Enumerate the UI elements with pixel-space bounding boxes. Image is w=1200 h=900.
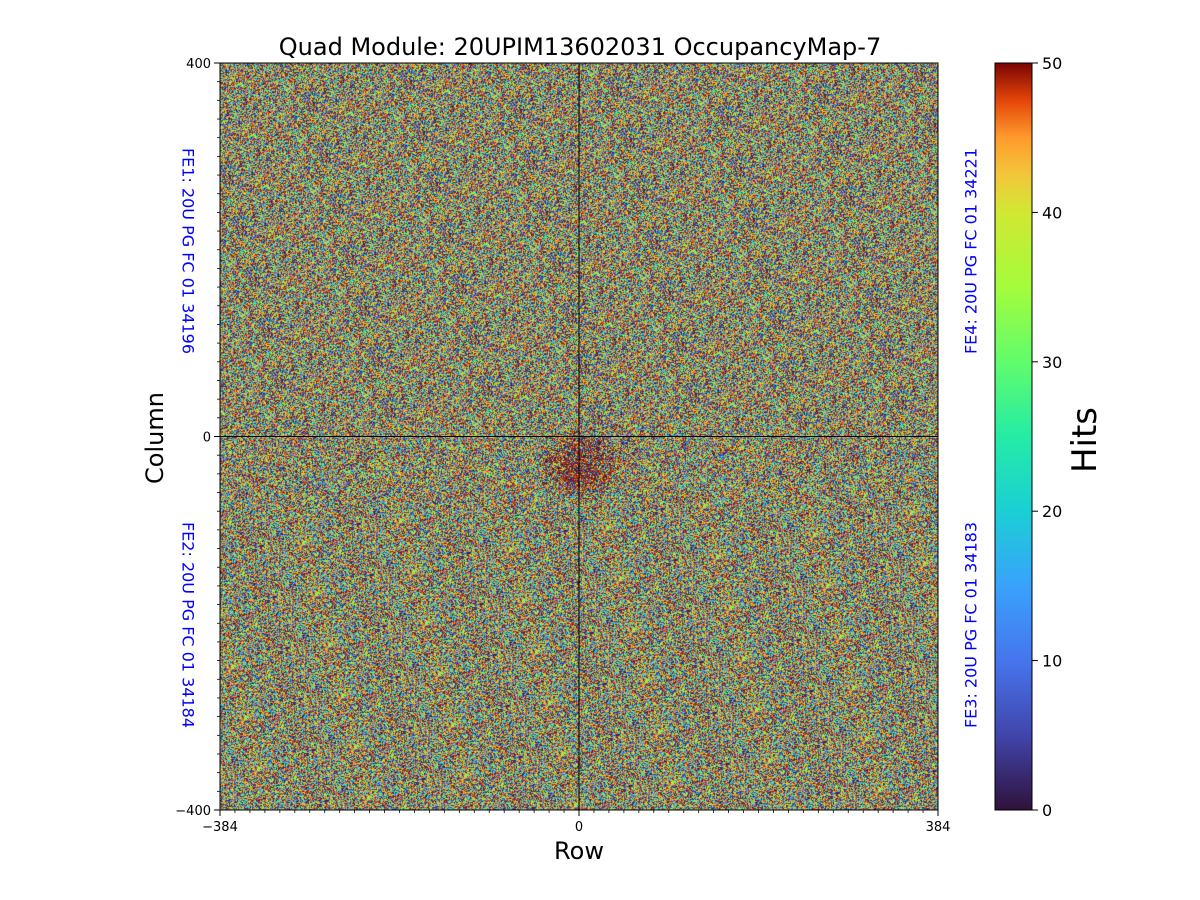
colorbar-ticks: 0 10 20 30 40 50: [1032, 54, 1062, 820]
colorbar-label: Hits: [1065, 407, 1105, 473]
quadrant-dividers: [220, 63, 938, 810]
colorbar-tick-label: 0: [1042, 801, 1052, 820]
colorbar-tick-label: 40: [1042, 203, 1062, 222]
minor-ticks: [217, 62, 939, 813]
x-axis-ticks: −384 0 384: [202, 810, 950, 835]
y-tick-label: 400: [186, 57, 211, 72]
colorbar-gradient: [995, 63, 1032, 810]
colorbar-frame: [994, 62, 1033, 811]
x-tick-label: 384: [926, 820, 951, 835]
chip-label-fe3: FE3: 20U PG FC 01 34183: [962, 522, 981, 728]
colorbar: 0 10 20 30 40 50 Hits: [994, 54, 1105, 820]
y-axis-label: Column: [141, 392, 169, 484]
heatmap-plot: [219, 62, 939, 811]
colorbar-tick-label: 10: [1042, 652, 1062, 671]
y-axis-ticks: 400 0 −400: [175, 57, 220, 819]
chip-label-fe4: FE4: 20U PG FC 01 34221: [962, 148, 981, 354]
chart-title: Quad Module: 20UPIM13602031 OccupancyMap…: [279, 33, 881, 61]
y-tick-label: 0: [203, 431, 211, 446]
y-tick-label: −400: [175, 804, 211, 819]
chip-label-fe2: FE2: 20U PG FC 01 34184: [179, 522, 198, 728]
x-tick-label: 0: [575, 820, 583, 835]
colorbar-tick-label: 50: [1042, 54, 1062, 73]
colorbar-tick-label: 30: [1042, 353, 1062, 372]
chip-labels: FE1: 20U PG FC 01 34196 FE2: 20U PG FC 01…: [179, 148, 981, 728]
colorbar-tick-label: 20: [1042, 502, 1062, 521]
x-tick-label: −384: [202, 820, 238, 835]
x-axis-label: Row: [554, 837, 604, 865]
chip-label-fe1: FE1: 20U PG FC 01 34196: [179, 148, 198, 354]
